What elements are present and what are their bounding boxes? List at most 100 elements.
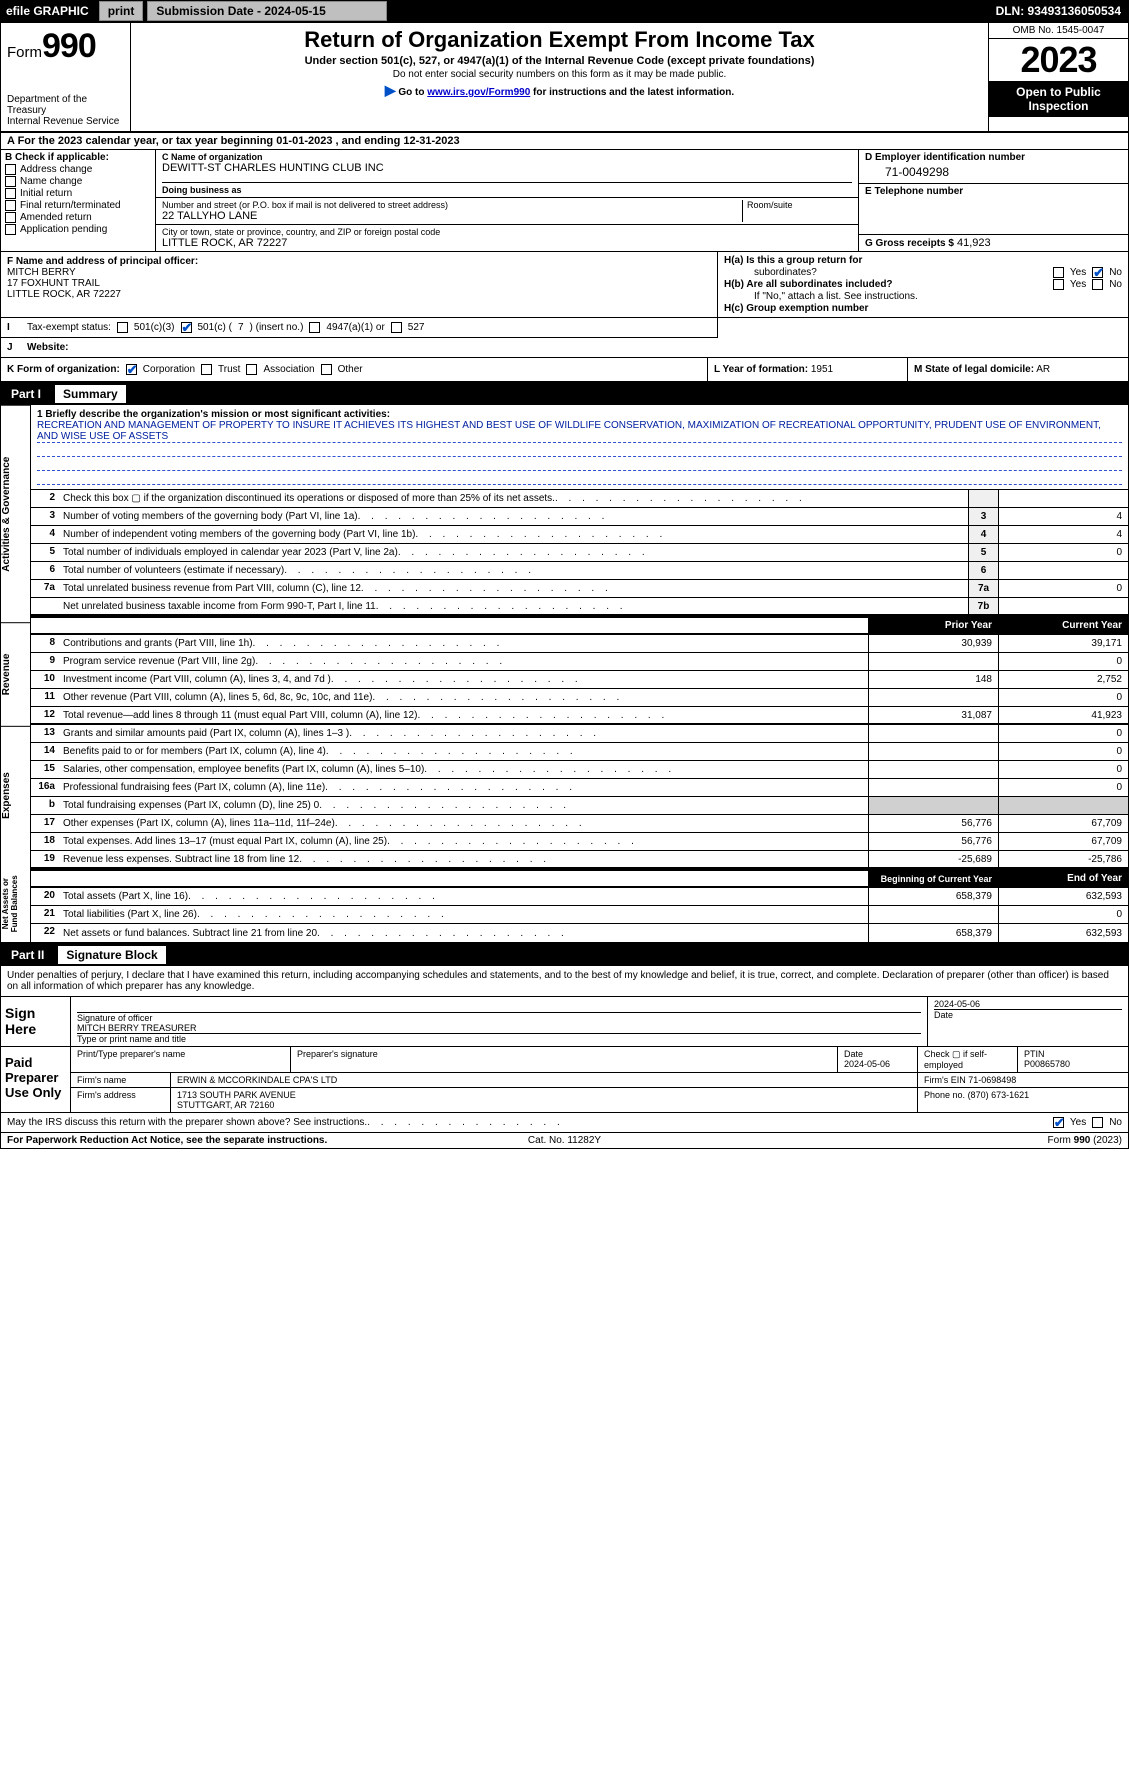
part-1-header: Part I Summary — [1, 383, 1128, 405]
chk-name-change[interactable] — [5, 176, 16, 187]
mission-text: RECREATION AND MANAGEMENT OF PROPERTY TO… — [37, 420, 1122, 443]
year-formation: 1951 — [811, 364, 833, 375]
chk-trust[interactable] — [201, 364, 212, 375]
chk-amended-return[interactable] — [5, 212, 16, 223]
paid-preparer-label: Paid Preparer Use Only — [1, 1047, 71, 1112]
top-bar: efile GRAPHIC print Submission Date - 20… — [0, 0, 1129, 22]
chk-address-change[interactable] — [5, 164, 16, 175]
omb-number: OMB No. 1545-0047 — [989, 23, 1128, 39]
ptin-value: P00865780 — [1024, 1059, 1122, 1069]
officer-addr: 17 FOXHUNT TRAIL — [7, 278, 711, 289]
box-b: B Check if applicable: Address change Na… — [1, 150, 156, 251]
paid-preparer-row: Paid Preparer Use Only Print/Type prepar… — [1, 1047, 1128, 1113]
box-h: H(a) Is this a group return for subordin… — [718, 252, 1128, 317]
arrow-icon: ▶ — [385, 82, 396, 98]
footer-right: Form 990 (2023) — [750, 1135, 1122, 1146]
end-year-header: End of Year — [998, 871, 1128, 886]
chk-527[interactable] — [391, 322, 402, 333]
print-button[interactable]: print — [99, 1, 144, 21]
chk-final-return[interactable] — [5, 200, 16, 211]
chk-hb-yes[interactable] — [1053, 279, 1064, 290]
form-subtitle-1: Under section 501(c), 527, or 4947(a)(1)… — [137, 55, 982, 67]
preparer-date: 2024-05-06 — [844, 1059, 911, 1069]
org-name: DEWITT-ST CHARLES HUNTING CLUB INC — [162, 162, 852, 174]
firm-phone: (870) 673-1621 — [968, 1090, 1030, 1100]
footer-left: For Paperwork Reduction Act Notice, see … — [7, 1135, 379, 1146]
chk-501c3[interactable] — [117, 322, 128, 333]
section-f-h: F Name and address of principal officer:… — [1, 252, 1128, 318]
summary-line: bTotal fundraising expenses (Part IX, co… — [31, 797, 1128, 815]
mission-box: 1 Briefly describe the organization's mi… — [31, 405, 1128, 490]
website-label: Website: — [27, 342, 69, 353]
chk-application-pending[interactable] — [5, 224, 16, 235]
summary-body: Activities & Governance Revenue Expenses… — [1, 405, 1128, 944]
chk-discuss-yes[interactable] — [1053, 1117, 1064, 1128]
chk-hb-no[interactable] — [1092, 279, 1103, 290]
row-k-l-m: K Form of organization: Corporation Trus… — [1, 358, 1128, 383]
goto-suffix: for instructions and the latest informat… — [530, 87, 734, 98]
phone-label: E Telephone number — [865, 186, 1122, 197]
gross-receipts-value: 41,923 — [957, 237, 991, 249]
dba-label: Doing business as — [162, 182, 852, 195]
summary-line: 7aTotal unrelated business revenue from … — [31, 580, 1128, 598]
submission-date-button[interactable]: Submission Date - 2024-05-15 — [147, 1, 387, 21]
form-title: Return of Organization Exempt From Incom… — [137, 27, 982, 53]
summary-line: 6Total number of volunteers (estimate if… — [31, 562, 1128, 580]
header-right: OMB No. 1545-0047 2023 Open to Public In… — [988, 23, 1128, 131]
current-year-header: Current Year — [998, 618, 1128, 633]
efile-label: efile GRAPHIC — [0, 4, 95, 18]
open-public-badge: Open to Public Inspection — [989, 81, 1128, 117]
chk-association[interactable] — [246, 364, 257, 375]
part-2-header: Part II Signature Block — [1, 944, 1128, 966]
summary-line: 20Total assets (Part X, line 16) . . . .… — [31, 888, 1128, 906]
state-domicile: AR — [1036, 364, 1050, 375]
summary-line: 21Total liabilities (Part X, line 26) . … — [31, 906, 1128, 924]
gross-receipts-label: G Gross receipts $ — [865, 238, 954, 249]
form-container: Form990 Department of the Treasury Inter… — [0, 22, 1129, 1149]
chk-ha-no[interactable] — [1092, 267, 1103, 278]
chk-4947[interactable] — [309, 322, 320, 333]
box-d-e-g: D Employer identification number 71-0049… — [858, 150, 1128, 251]
sig-date: 2024-05-06 — [934, 999, 1122, 1009]
signature-intro: Under penalties of perjury, I declare th… — [1, 966, 1128, 997]
firm-ein: 71-0698498 — [968, 1075, 1016, 1085]
box-b-title: B Check if applicable: — [5, 152, 151, 163]
row-a-tax-year: A For the 2023 calendar year, or tax yea… — [1, 133, 1128, 150]
ein-value: 71-0049298 — [865, 163, 1122, 181]
summary-line: 14Benefits paid to or for members (Part … — [31, 743, 1128, 761]
chk-501c[interactable] — [181, 322, 192, 333]
org-name-label: C Name of organization — [162, 152, 852, 162]
beginning-year-header: Beginning of Current Year — [868, 871, 998, 886]
tax-exempt-label: Tax-exempt status: — [27, 322, 111, 333]
summary-line: 3Number of voting members of the governi… — [31, 508, 1128, 526]
summary-line: 2Check this box ▢ if the organization di… — [31, 490, 1128, 508]
chk-ha-yes[interactable] — [1053, 267, 1064, 278]
chk-other[interactable] — [321, 364, 332, 375]
header-left: Form990 Department of the Treasury Inter… — [1, 23, 131, 131]
irs-label: Internal Revenue Service — [7, 116, 124, 127]
may-discuss-label: May the IRS discuss this return with the… — [7, 1117, 367, 1128]
box-c: C Name of organization DEWITT-ST CHARLES… — [156, 150, 858, 251]
vtab-revenue: Revenue — [1, 622, 30, 726]
dept-label: Department of the Treasury — [7, 94, 124, 116]
form-prefix: Form — [7, 44, 42, 61]
goto-prefix: Go to — [398, 87, 427, 98]
form-subtitle-2: Do not enter social security numbers on … — [137, 69, 982, 80]
addr-label: Number and street (or P.O. box if mail i… — [162, 200, 742, 210]
header-mid: Return of Organization Exempt From Incom… — [131, 23, 988, 131]
summary-line: 19Revenue less expenses. Subtract line 1… — [31, 851, 1128, 869]
summary-line: 8Contributions and grants (Part VIII, li… — [31, 635, 1128, 653]
footer-mid: Cat. No. 11282Y — [379, 1135, 751, 1146]
room-label: Room/suite — [742, 200, 852, 222]
summary-line: 4Number of independent voting members of… — [31, 526, 1128, 544]
summary-line: 10Investment income (Part VIII, column (… — [31, 671, 1128, 689]
chk-corporation[interactable] — [126, 364, 137, 375]
instructions-link[interactable]: www.irs.gov/Form990 — [427, 87, 530, 98]
dln-label: DLN: 93493136050534 — [996, 4, 1129, 18]
sign-here-row: Sign Here Signature of officer MITCH BER… — [1, 997, 1128, 1047]
summary-line: 9Program service revenue (Part VIII, lin… — [31, 653, 1128, 671]
chk-discuss-no[interactable] — [1092, 1117, 1103, 1128]
chk-initial-return[interactable] — [5, 188, 16, 199]
summary-line: 17Other expenses (Part IX, column (A), l… — [31, 815, 1128, 833]
summary-line: 5Total number of individuals employed in… — [31, 544, 1128, 562]
